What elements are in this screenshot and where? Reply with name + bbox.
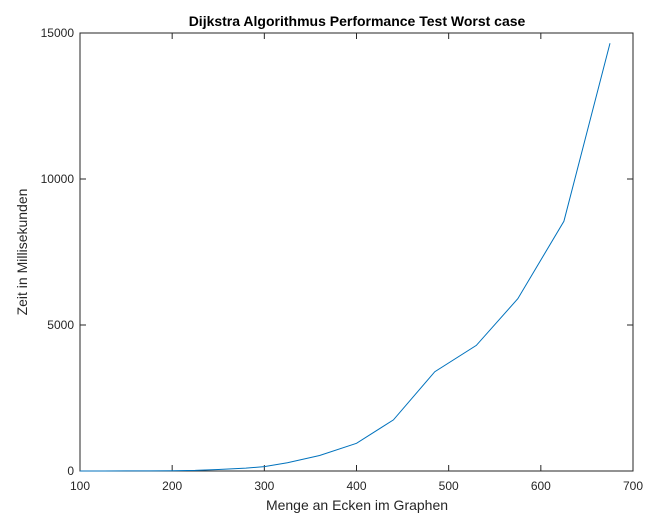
chart-title: Dijkstra Algorithmus Performance Test Wo…: [189, 13, 526, 29]
x-tick-label: 300: [254, 479, 274, 493]
x-tick-label: 400: [346, 479, 366, 493]
y-tick-label: 10000: [41, 172, 75, 186]
series-line: [80, 43, 611, 472]
plot-box: [79, 32, 634, 472]
x-tick-label: 100: [70, 479, 90, 493]
y-axis-label: Zeit in Millisekunden: [14, 189, 30, 316]
x-tick-label: 200: [162, 479, 182, 493]
plot-area: 100 200 300 400 500 600 700 0 5000 10000 15000: [41, 26, 644, 493]
x-axis-label: Menge an Ecken im Graphen: [266, 497, 448, 513]
x-tick-label: 500: [439, 479, 459, 493]
y-tick-label: 5000: [47, 318, 74, 332]
y-tick-label: 15000: [41, 26, 75, 40]
x-tick-label: 700: [623, 479, 643, 493]
x-tick-label: 600: [531, 479, 551, 493]
y-tick-label: 0: [67, 464, 74, 478]
